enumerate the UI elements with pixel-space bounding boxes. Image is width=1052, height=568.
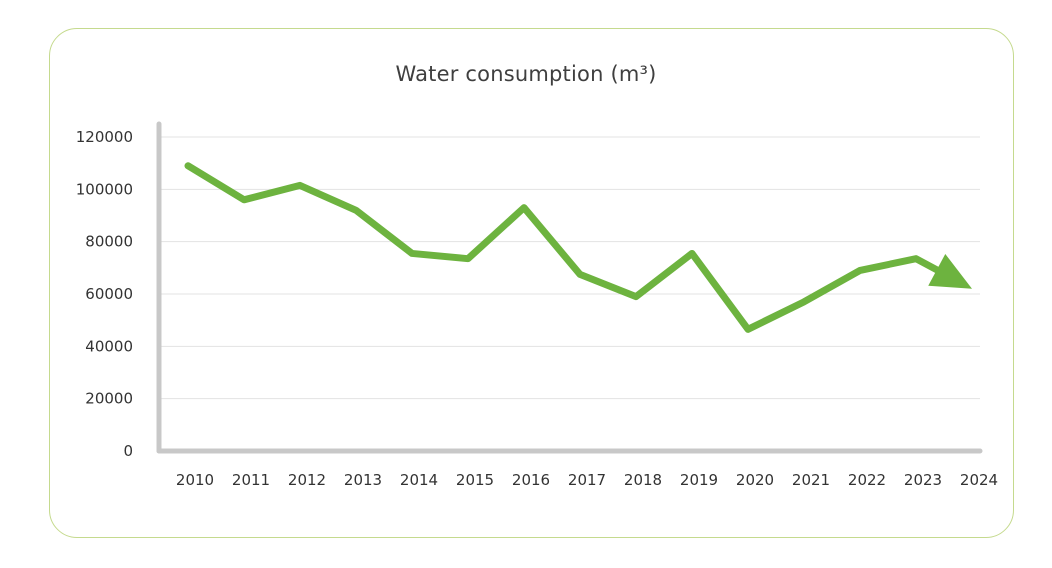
x-tick-label: 2016	[512, 471, 550, 489]
gridlines	[159, 136, 980, 400]
y-tick-label: 40000	[85, 337, 133, 355]
x-tick-label: 2010	[176, 471, 214, 489]
x-tick-label: 2015	[456, 471, 494, 489]
x-tick-label: 2021	[792, 471, 830, 489]
y-tick-label: 120000	[76, 128, 133, 146]
axes	[156, 121, 983, 454]
x-tick-label: 2017	[568, 471, 606, 489]
y-tick-label: 20000	[85, 390, 133, 408]
x-tick-label: 2012	[288, 471, 326, 489]
x-tick-label: 2011	[232, 471, 270, 489]
x-tick-label: 2024	[960, 471, 998, 489]
x-tick-label: 2020	[736, 471, 774, 489]
y-tick-labels: 0 20000 40000 60000 80000 100000 120000	[76, 128, 133, 460]
y-tick-label: 100000	[76, 180, 133, 198]
series-layer	[184, 162, 972, 333]
series-arrowhead	[928, 253, 972, 289]
y-tick-label: 80000	[85, 233, 133, 251]
x-tick-label: 2013	[344, 471, 382, 489]
x-tick-label: 2022	[848, 471, 886, 489]
x-tick-label: 2023	[904, 471, 942, 489]
y-tick-label: 0	[123, 442, 133, 460]
chart-title: Water consumption (m³)	[395, 62, 657, 86]
x-tick-label: 2018	[624, 471, 662, 489]
y-tick-label: 60000	[85, 285, 133, 303]
x-tick-labels: 2010 2011 2012 2013 2014 2015 2016 2017 2018 2019…	[176, 471, 998, 489]
x-tick-label: 2014	[400, 471, 438, 489]
x-tick-label: 2019	[680, 471, 718, 489]
series-line	[184, 162, 941, 333]
